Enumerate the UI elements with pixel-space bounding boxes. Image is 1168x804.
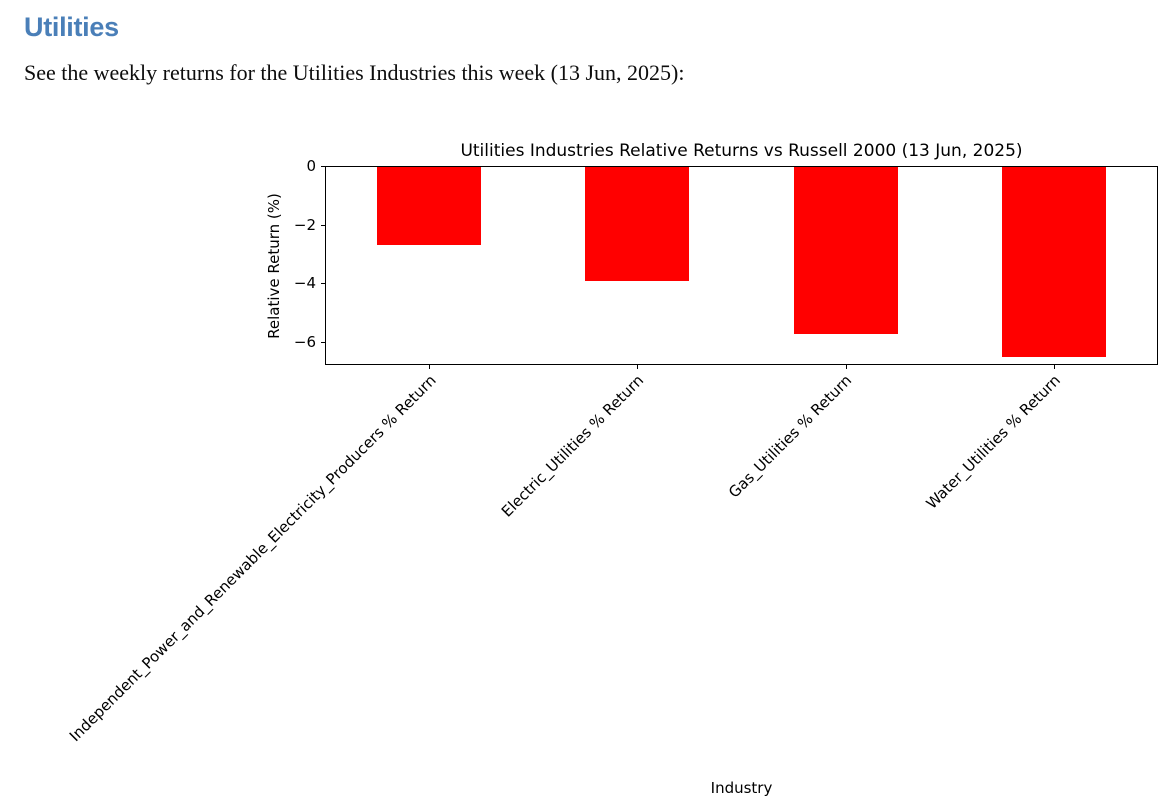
y-tick-label: 0 (306, 157, 316, 175)
x-tick-mark (1053, 365, 1055, 369)
y-tick-label: −6 (293, 332, 316, 351)
x-tick-label: Independent_Power_and_Renewable_Electric… (65, 371, 440, 746)
description-text: See the weekly returns for the Utilities… (24, 60, 685, 85)
x-tick-label: Gas_Utilities % Return (725, 371, 856, 502)
y-tick-label: −4 (293, 274, 316, 293)
y-tick-mark (321, 224, 325, 226)
x-tick-label: Water_Utilities % Return (922, 371, 1064, 513)
bar (1001, 167, 1106, 357)
y-tick-label: −2 (293, 215, 316, 234)
x-tick-mark (637, 365, 639, 369)
bar (377, 167, 482, 246)
y-tick-mark (321, 283, 325, 285)
bar (585, 167, 690, 282)
bar (793, 167, 898, 334)
y-tick-mark (321, 341, 325, 343)
page-title: Utilities (24, 12, 119, 42)
x-tick-mark (429, 365, 431, 369)
x-tick-label: Electric_Utilities % Return (498, 371, 648, 521)
y-tick-mark (321, 166, 325, 167)
x-tick-mark (845, 365, 847, 369)
x-axis-label: Industry (710, 779, 773, 797)
chart-title: Utilities Industries Relative Returns vs… (460, 141, 1023, 161)
